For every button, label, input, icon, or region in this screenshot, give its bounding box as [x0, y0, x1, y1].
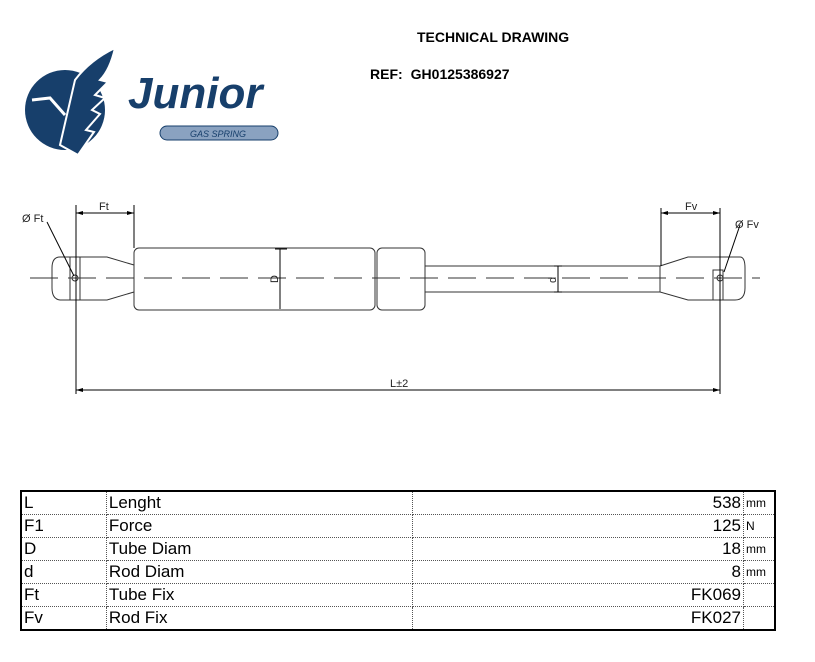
technical-drawing: Ø Ft Ft Fv Ø Fv D d L±2	[22, 201, 760, 394]
tube	[133, 247, 376, 311]
spec-unit: N	[742, 514, 776, 538]
table-row: F1 Force 125 N	[20, 514, 776, 538]
spec-symbol: Ft	[20, 583, 107, 607]
label-rod-fix-diam: Ø Fv	[735, 219, 759, 231]
spec-symbol: Fv	[20, 606, 107, 631]
table-row: d Rod Diam 8 mm	[20, 560, 776, 584]
tube-end	[376, 247, 426, 311]
label-rod-diam: d	[547, 277, 559, 283]
spec-value: FK069	[412, 583, 744, 607]
spec-symbol: F1	[20, 514, 107, 538]
ref-label: REF:	[370, 66, 403, 82]
junior-logo: Junior GAS SPRING	[25, 46, 279, 157]
tube-end-fitting	[51, 256, 135, 301]
spec-unit: mm	[742, 537, 776, 561]
specs-table: L Lenght 538 mm F1 Force 125 N D Tube Diam 18 mm d Ro…	[20, 490, 776, 631]
spec-name: Rod Diam	[105, 560, 414, 584]
spec-symbol: d	[20, 560, 107, 584]
dimension-lines	[46, 205, 741, 394]
table-row: D Tube Diam 18 mm	[20, 537, 776, 561]
label-rod-fix: Fv	[685, 201, 698, 213]
spec-symbol: L	[20, 490, 107, 515]
arrowheads	[76, 211, 720, 392]
spec-unit	[742, 583, 776, 607]
logo-brand: Junior	[128, 69, 265, 118]
label-length: L±2	[390, 378, 408, 390]
spec-value: FK027	[412, 606, 744, 631]
spec-unit: mm	[742, 490, 776, 515]
table-row: Ft Tube Fix FK069	[20, 583, 776, 607]
logo-tagline: GAS SPRING	[190, 129, 246, 139]
spec-unit	[742, 606, 776, 631]
table-row: L Lenght 538 mm	[20, 490, 776, 515]
spec-symbol: D	[20, 537, 107, 561]
page-title: TECHNICAL DRAWING	[417, 29, 570, 45]
label-tube-fix-diam: Ø Ft	[22, 213, 43, 225]
label-tube-diam: D	[269, 275, 281, 283]
reference: REF: GH0125386927	[370, 66, 518, 82]
table-row: Fv Rod Fix FK027	[20, 606, 776, 631]
spec-name: Tube Fix	[105, 583, 414, 607]
spec-name: Tube Diam	[105, 537, 414, 561]
spec-value: 125	[412, 514, 744, 538]
spec-value: 538	[412, 490, 744, 515]
spec-value: 18	[412, 537, 744, 561]
label-tube-fix: Ft	[99, 201, 109, 213]
rod	[424, 265, 661, 293]
spec-name: Lenght	[105, 490, 414, 515]
spec-value: 8	[412, 560, 744, 584]
ref-value: GH0125386927	[410, 66, 510, 82]
spec-unit: mm	[742, 560, 776, 584]
spec-name: Force	[105, 514, 414, 538]
spec-name: Rod Fix	[105, 606, 414, 631]
